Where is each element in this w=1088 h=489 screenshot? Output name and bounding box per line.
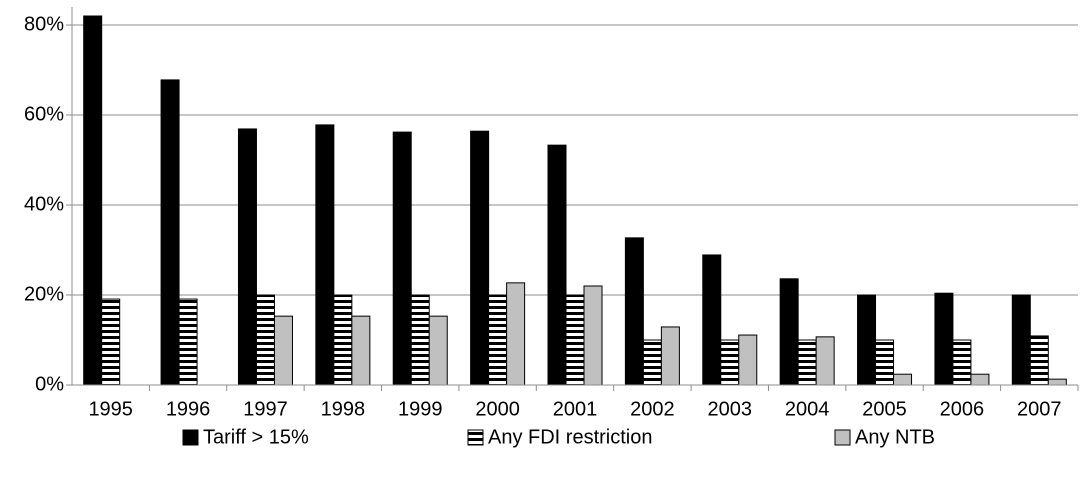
legend-swatch [182,429,199,446]
bar [583,285,603,386]
bar [702,254,722,386]
x-tick-label: 2000 [475,398,520,420]
x-tick-label: 1998 [321,398,366,420]
bar [315,124,335,386]
x-tick-label: 2003 [708,398,753,420]
bar [101,298,121,386]
legend-swatch [467,429,484,446]
bar [470,130,490,386]
bar [738,334,758,386]
bar [237,128,257,386]
bar [392,131,412,386]
bar [815,336,835,386]
y-tick-label: 80% [24,13,64,35]
bar [642,339,662,386]
bar [333,294,353,386]
bar [160,79,180,386]
bar [970,373,990,386]
y-tick-label: 20% [24,283,64,305]
x-tick-label: 1995 [88,398,133,420]
bar [875,339,895,386]
x-tick-label: 2004 [785,398,830,420]
bar [506,282,526,386]
bar [779,278,799,386]
x-tick-label: 2006 [940,398,985,420]
bar [488,294,508,386]
bar [351,315,371,386]
bar [660,326,680,386]
bar [1029,335,1049,386]
bar [178,298,198,386]
bar [1047,378,1067,386]
x-tick-label: 1996 [166,398,211,420]
x-tick-label: 1997 [243,398,288,420]
bar [893,373,913,386]
legend-label: Any FDI restriction [488,426,652,448]
bar [857,294,877,386]
bar [934,292,954,386]
y-tick-label: 40% [24,193,64,215]
bar [624,237,644,386]
legend-label: Tariff > 15% [203,426,309,448]
x-tick-label: 2007 [1017,398,1062,420]
bar [83,15,103,386]
bar [797,339,817,386]
x-tick-label: 2005 [862,398,907,420]
bar [565,294,585,386]
bar [273,315,293,386]
bar [952,339,972,386]
bar [720,339,740,386]
bar [428,315,448,386]
legend-label: Any NTB [855,426,935,448]
y-tick-label: 60% [24,103,64,125]
bar [410,294,430,386]
bar [255,294,275,386]
x-tick-label: 2002 [630,398,675,420]
x-tick-label: 1999 [398,398,443,420]
y-tick-label: 0% [35,373,64,395]
legend-swatch [834,429,851,446]
x-tick-label: 2001 [553,398,598,420]
bar [547,144,567,386]
bar [1011,294,1031,386]
